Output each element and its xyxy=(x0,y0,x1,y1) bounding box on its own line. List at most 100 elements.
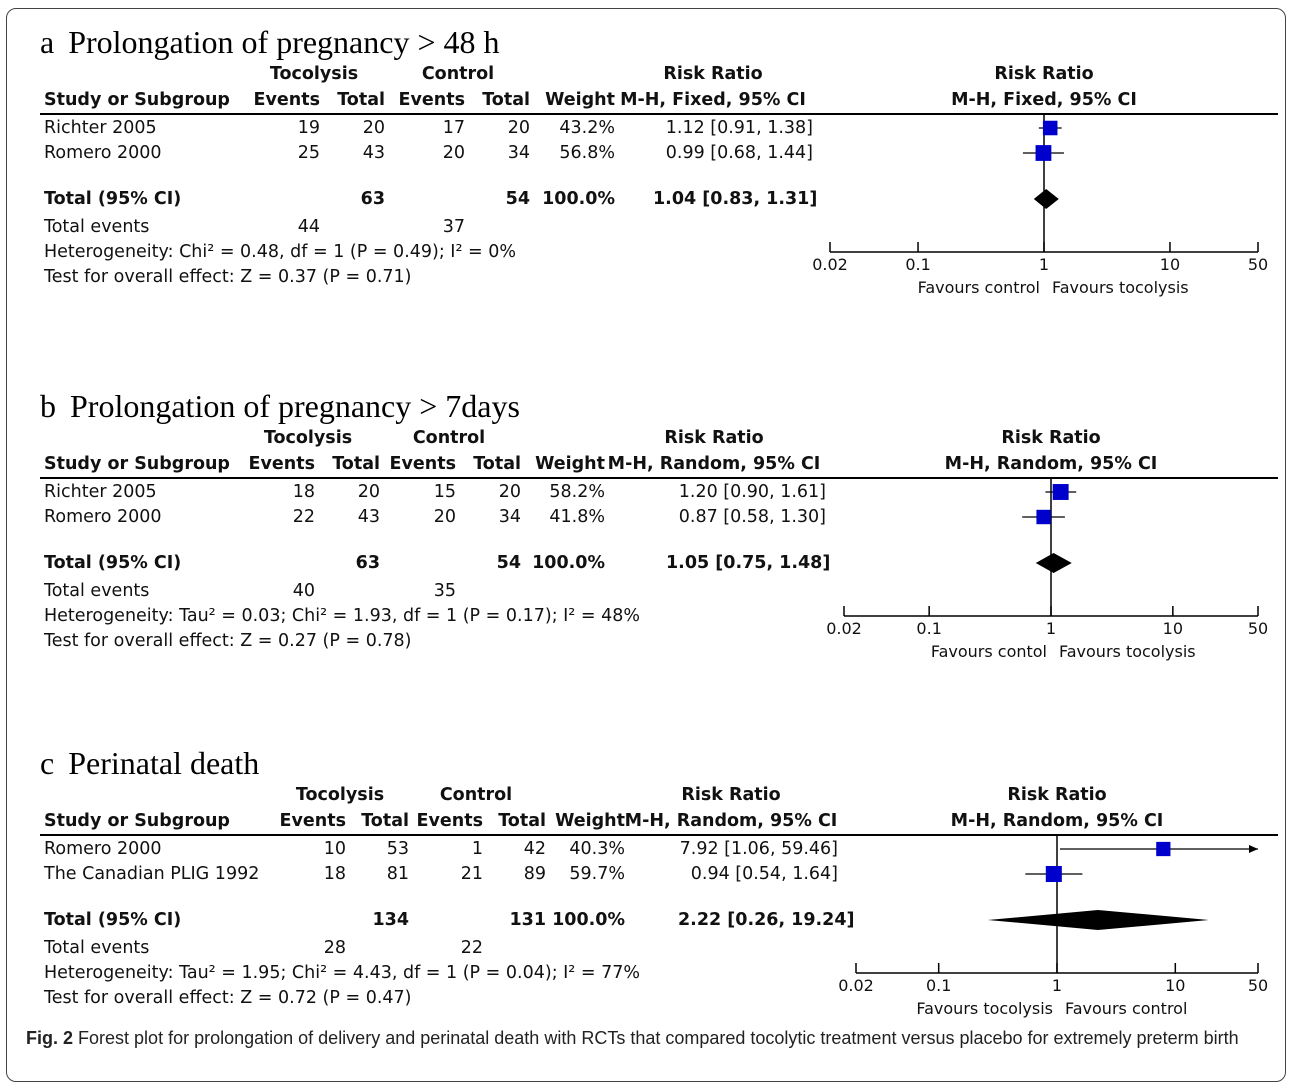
panel-title-text: Prolongation of pregnancy > 7days xyxy=(70,388,520,424)
total-events-label: Total events xyxy=(44,938,150,958)
events-header: Events xyxy=(416,811,483,831)
x-axis-tick-label: 0.02 xyxy=(812,255,848,274)
total-diamond xyxy=(987,910,1209,930)
total-header: Total xyxy=(337,90,385,110)
tocolysis-events: 18 xyxy=(292,482,315,502)
forest-plot-area: 0.02 0.1 1 10 50 Favours tocolysis Favours con… xyxy=(838,834,1268,1018)
control-events: 21 xyxy=(460,864,483,884)
plot-risk-ratio-header: Risk Ratio xyxy=(994,64,1094,84)
study-name: Romero 2000 xyxy=(44,143,162,163)
overall-effect-test: Test for overall effect: Z = 0.72 (P = 0… xyxy=(44,988,412,1008)
overall-effect-test: Test for overall effect: Z = 0.27 (P = 0… xyxy=(44,631,412,651)
study-marker xyxy=(1156,841,1171,857)
study-name: Romero 2000 xyxy=(44,507,162,527)
forest-panel-b: b Prolongation of pregnancy > 7days Tocoly… xyxy=(0,388,1292,728)
rr-method-header: M-H, Random, 95% CI xyxy=(607,454,821,474)
study-risk-ratio-ci: 0.94 [0.54, 1.64] xyxy=(690,864,838,884)
total-header: Total xyxy=(498,811,546,831)
study-weight: 56.8% xyxy=(559,143,615,163)
panel-title-text: Prolongation of pregnancy > 48 h xyxy=(68,24,500,60)
study-risk-ratio-ci: 1.20 [0.90, 1.61] xyxy=(678,482,826,502)
heterogeneity-stats: Heterogeneity: Chi² = 0.48, df = 1 (P = … xyxy=(44,242,517,262)
study-column-header: Study or Subgroup xyxy=(44,454,230,474)
risk-ratio-header: Risk Ratio xyxy=(664,428,764,448)
total-risk-ratio-ci: 1.05 [0.75, 1.48] xyxy=(666,553,831,573)
events-header: Events xyxy=(279,811,346,831)
control-total-events: 37 xyxy=(442,217,465,237)
tocolysis-total: 43 xyxy=(362,143,385,163)
control-total-events: 22 xyxy=(460,938,483,958)
tocolysis-total-events: 28 xyxy=(323,938,346,958)
control-total: 20 xyxy=(498,482,521,502)
x-axis-tick-label: 0.02 xyxy=(826,619,862,638)
weight-header: Weight xyxy=(535,454,605,474)
study-weight: 59.7% xyxy=(569,864,625,884)
favours-left-label: Favours tocolysis xyxy=(916,999,1053,1018)
tocolysis-total-sum: 63 xyxy=(355,553,380,573)
favours-left-label: Favours contol xyxy=(931,642,1047,661)
study-risk-ratio-ci: 7.92 [1.06, 59.46] xyxy=(679,839,838,859)
group-tocolysis-header: Tocolysis xyxy=(295,785,385,805)
control-total: 89 xyxy=(523,864,546,884)
x-axis-tick-label: 10 xyxy=(1165,976,1185,995)
control-events: 20 xyxy=(433,507,456,527)
x-axis-tick-label: 10 xyxy=(1163,619,1183,638)
total-weight: 100.0% xyxy=(542,189,615,209)
plot-risk-ratio-header: Risk Ratio xyxy=(1001,428,1101,448)
tocolysis-events: 22 xyxy=(292,507,315,527)
figure-frame xyxy=(6,8,1286,1082)
tocolysis-total: 53 xyxy=(386,839,409,859)
total-label: Total (95% CI) xyxy=(44,553,182,573)
events-header: Events xyxy=(389,454,456,474)
favours-right-label: Favours tocolysis xyxy=(1052,278,1189,297)
figure-caption: Fig. 2 Forest plot for prolongation of d… xyxy=(26,1025,1266,1052)
study-risk-ratio-ci: 1.12 [0.91, 1.38] xyxy=(665,118,813,138)
x-axis-tick-label: 0.1 xyxy=(905,255,930,274)
total-risk-ratio-ci: 1.04 [0.83, 1.31] xyxy=(653,189,818,209)
header-rule xyxy=(40,834,1278,836)
total-diamond xyxy=(1033,189,1059,209)
total-header: Total xyxy=(473,454,521,474)
plot-risk-ratio-header: Risk Ratio xyxy=(1007,785,1107,805)
overall-effect-test: Test for overall effect: Z = 0.37 (P = 0… xyxy=(44,267,412,287)
group-control-header: Control xyxy=(439,785,513,805)
panel-title-text: Perinatal death xyxy=(68,745,260,781)
control-total-sum: 54 xyxy=(505,189,530,209)
favours-left-label: Favours control xyxy=(918,278,1040,297)
x-axis-tick-label: 10 xyxy=(1160,255,1180,274)
total-diamond xyxy=(1035,553,1072,573)
caption-text: Forest plot for prolongation of delivery… xyxy=(78,1028,1239,1048)
study-name: Richter 2005 xyxy=(44,118,157,138)
weight-header: Weight xyxy=(545,90,615,110)
total-header: Total xyxy=(332,454,380,474)
risk-ratio-header: Risk Ratio xyxy=(681,785,781,805)
forest-plot-area: 0.02 0.1 1 10 50 Favours control Favours tocol… xyxy=(812,113,1268,297)
tocolysis-events: 18 xyxy=(323,864,346,884)
study-weight: 43.2% xyxy=(559,118,615,138)
favours-right-label: Favours tocolysis xyxy=(1059,642,1196,661)
panel-title: b Prolongation of pregnancy > 7days xyxy=(40,388,520,425)
study-risk-ratio-ci: 0.87 [0.58, 1.30] xyxy=(678,507,826,527)
tocolysis-events: 25 xyxy=(297,143,320,163)
tocolysis-events: 10 xyxy=(323,839,346,859)
forest-panel-a: a Prolongation of pregnancy > 48 h Tocolys… xyxy=(0,24,1292,364)
header-rule xyxy=(40,113,1278,115)
tocolysis-total: 20 xyxy=(357,482,380,502)
x-axis-tick-label: 50 xyxy=(1248,976,1268,995)
panel-letter: b xyxy=(40,388,56,424)
x-axis-tick-label: 0.1 xyxy=(916,619,941,638)
tocolysis-total: 81 xyxy=(386,864,409,884)
control-total-events: 35 xyxy=(433,581,456,601)
study-name: The Canadian PLIG 1992 xyxy=(44,864,260,884)
caption-label: Fig. 2 xyxy=(26,1028,74,1048)
study-weight: 40.3% xyxy=(569,839,625,859)
tocolysis-total-sum: 63 xyxy=(360,189,385,209)
events-header: Events xyxy=(248,454,315,474)
control-total: 42 xyxy=(523,839,546,859)
control-total-sum: 54 xyxy=(496,553,521,573)
events-header: Events xyxy=(398,90,465,110)
study-column-header: Study or Subgroup xyxy=(44,811,230,831)
x-axis-tick-label: 1 xyxy=(1046,619,1056,638)
total-label: Total (95% CI) xyxy=(44,910,182,930)
ci-arrow xyxy=(1249,845,1258,853)
